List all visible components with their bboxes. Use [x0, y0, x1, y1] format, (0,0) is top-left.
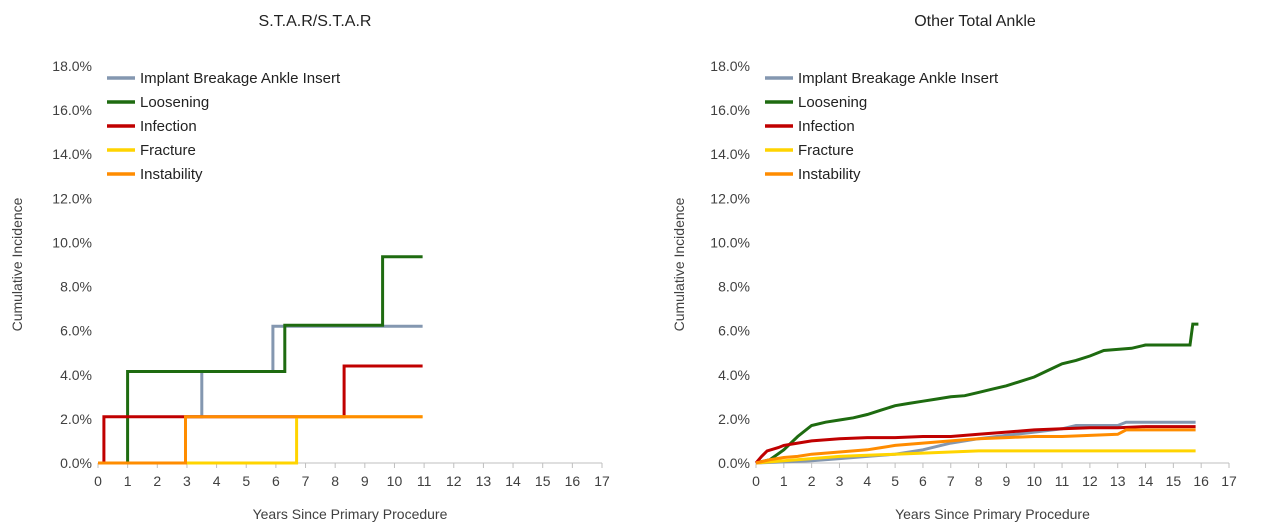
x-tick-label: 11 — [417, 473, 432, 489]
legend-entry: Instability — [798, 166, 861, 183]
y-tick-label: 12.0% — [52, 190, 92, 206]
y-tick-label: 8.0% — [718, 279, 750, 295]
series-line-infection — [754, 425, 1196, 464]
y-tick-label: 0.0% — [718, 455, 750, 471]
x-axis-label: Years Since Primary Procedure — [253, 506, 448, 522]
chart-other-total-ankle: Other Total Ankle Cumulative Incidence Yea… — [671, 13, 1237, 522]
series-line-loosening — [755, 322, 1199, 465]
x-tick-label: 5 — [242, 473, 250, 489]
y-axis-label: Cumulative Incidence — [671, 197, 687, 331]
x-tick-label: 7 — [947, 473, 955, 489]
x-tick-label: 6 — [272, 473, 280, 489]
legend-entry: Loosening — [140, 94, 209, 111]
y-tick-label: 18.0% — [710, 58, 750, 74]
y-tick-label: 4.0% — [718, 367, 750, 383]
x-tick-label: 4 — [213, 473, 221, 489]
y-tick-label: 14.0% — [710, 146, 750, 162]
y-tick-label: 16.0% — [52, 102, 92, 118]
y-tick-label: 8.0% — [60, 279, 92, 295]
x-tick-label: 2 — [808, 473, 816, 489]
x-tick-label: 3 — [836, 473, 844, 489]
x-tick-label: 11 — [1055, 473, 1070, 489]
chart-star: S.T.A.R/S.T.A.R Cumulative Incidence Years… — [9, 13, 610, 522]
y-tick-label: 0.0% — [60, 455, 92, 471]
legend-entry: Implant Breakage Ankle Insert — [798, 70, 999, 87]
y-tick-label: 16.0% — [710, 102, 750, 118]
series-line-instability — [98, 415, 423, 465]
series-line-fracture — [98, 415, 423, 465]
x-tick-label: 12 — [1082, 473, 1098, 489]
x-tick-label: 12 — [446, 473, 462, 489]
x-tick-label: 16 — [565, 473, 581, 489]
x-tick-label: 4 — [863, 473, 871, 489]
x-tick-label: 13 — [1110, 473, 1126, 489]
x-tick-label: 14 — [1138, 473, 1154, 489]
x-tick-label: 17 — [594, 473, 610, 489]
legend-entry: Fracture — [140, 142, 196, 159]
legend-entry: Infection — [140, 118, 197, 135]
x-tick-label: 6 — [919, 473, 927, 489]
x-tick-label: 7 — [302, 473, 310, 489]
series-line-loosening — [98, 255, 423, 465]
x-tick-label: 1 — [780, 473, 788, 489]
x-tick-label: 2 — [153, 473, 161, 489]
y-tick-label: 6.0% — [60, 323, 92, 339]
x-tick-label: 8 — [975, 473, 983, 489]
x-tick-label: 15 — [535, 473, 551, 489]
x-tick-label: 13 — [476, 473, 492, 489]
x-tick-label: 9 — [361, 473, 369, 489]
x-tick-label: 10 — [387, 473, 403, 489]
y-tick-label: 10.0% — [710, 234, 750, 250]
legend-entry: Fracture — [798, 142, 854, 159]
series-line-implant-breakage-ankle-insert — [755, 420, 1196, 465]
x-tick-label: 5 — [891, 473, 899, 489]
x-tick-label: 1 — [124, 473, 132, 489]
x-tick-label: 10 — [1026, 473, 1042, 489]
series-line-infection — [98, 364, 423, 465]
x-tick-label: 17 — [1221, 473, 1237, 489]
y-tick-label: 6.0% — [718, 323, 750, 339]
x-tick-label: 14 — [505, 473, 521, 489]
y-tick-label: 12.0% — [710, 190, 750, 206]
legend-entry: Implant Breakage Ankle Insert — [140, 70, 341, 87]
x-tick-label: 9 — [1003, 473, 1011, 489]
x-tick-label: 0 — [752, 473, 760, 489]
x-tick-label: 3 — [183, 473, 191, 489]
legend-entry: Instability — [140, 166, 203, 183]
series-line-instability — [755, 428, 1196, 465]
legend-entry: Infection — [798, 118, 855, 135]
x-tick-label: 16 — [1193, 473, 1209, 489]
y-tick-label: 4.0% — [60, 367, 92, 383]
series-line-implant-breakage-ankle-insert — [98, 324, 423, 465]
y-tick-label: 10.0% — [52, 234, 92, 250]
y-axis-label: Cumulative Incidence — [9, 197, 25, 331]
y-tick-label: 2.0% — [718, 411, 750, 427]
chart-title: S.T.A.R/S.T.A.R — [259, 13, 372, 30]
y-tick-label: 18.0% — [52, 58, 92, 74]
series-line-fracture — [755, 449, 1196, 465]
x-axis-label: Years Since Primary Procedure — [895, 506, 1090, 522]
y-tick-label: 2.0% — [60, 411, 92, 427]
x-tick-label: 8 — [331, 473, 339, 489]
y-tick-label: 14.0% — [52, 146, 92, 162]
chart-title: Other Total Ankle — [914, 13, 1036, 30]
x-tick-label: 0 — [94, 473, 102, 489]
x-tick-label: 15 — [1166, 473, 1182, 489]
legend-entry: Loosening — [798, 94, 867, 111]
